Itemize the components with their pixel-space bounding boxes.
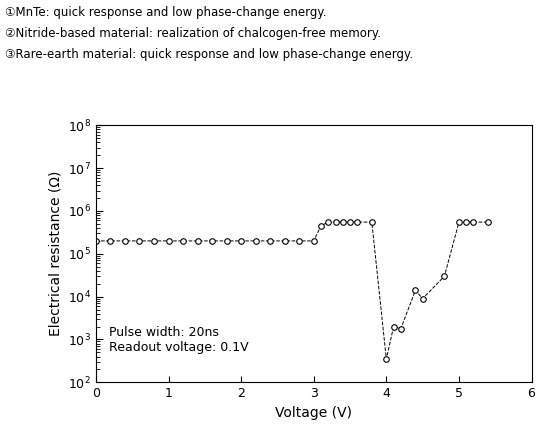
- X-axis label: Voltage (V): Voltage (V): [275, 406, 352, 420]
- Text: Pulse width: 20ns
Readout voltage: 0.1V: Pulse width: 20ns Readout voltage: 0.1V: [109, 326, 249, 354]
- Text: ②Nitride-based material: realization of chalcogen-free memory.: ②Nitride-based material: realization of …: [5, 27, 381, 40]
- Text: ③Rare-earth material: quick response and low phase-change energy.: ③Rare-earth material: quick response and…: [5, 48, 414, 61]
- Y-axis label: Electrical resistance (Ω): Electrical resistance (Ω): [48, 171, 62, 337]
- Text: ①MnTe: quick response and low phase-change energy.: ①MnTe: quick response and low phase-chan…: [5, 6, 327, 19]
